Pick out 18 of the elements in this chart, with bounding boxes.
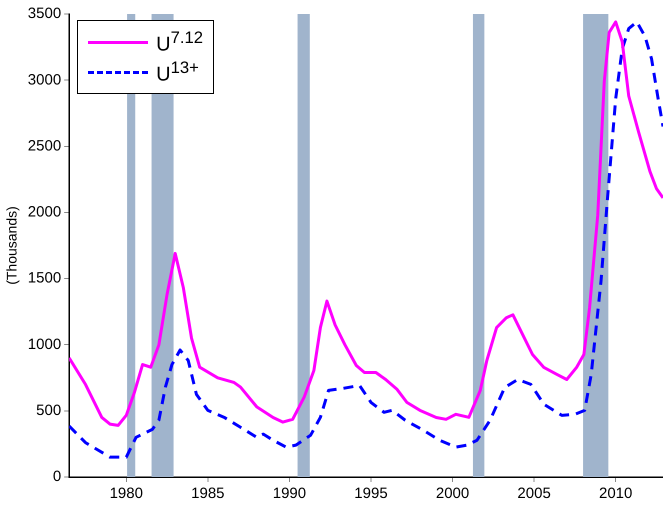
x-tick-label: 2010 (599, 485, 632, 502)
y-tick-label: 2500 (28, 137, 62, 154)
y-axis-title: (Thousands) (3, 206, 20, 285)
y-tick-label: 2000 (28, 204, 62, 221)
y-tick-label: 3500 (28, 5, 62, 22)
y-tick-label: 1500 (28, 270, 62, 287)
y-tick-label: 3000 (28, 71, 62, 88)
y-tick-label: 0 (52, 468, 62, 486)
x-tick-label: 2005 (517, 485, 551, 502)
x-tick-label: 2000 (436, 485, 470, 502)
legend-label: U$^{7.12}$ (156, 28, 204, 56)
x-tick-label: 1980 (110, 485, 143, 502)
x-tick-label: 1985 (191, 485, 225, 502)
y-tick-label: 500 (36, 402, 62, 419)
x-tick-label: 1990 (272, 485, 306, 502)
x-tick-label: 1995 (354, 485, 388, 502)
legend-label: U$^{13+}$ (156, 58, 199, 86)
y-tick-label: 1000 (28, 336, 62, 353)
